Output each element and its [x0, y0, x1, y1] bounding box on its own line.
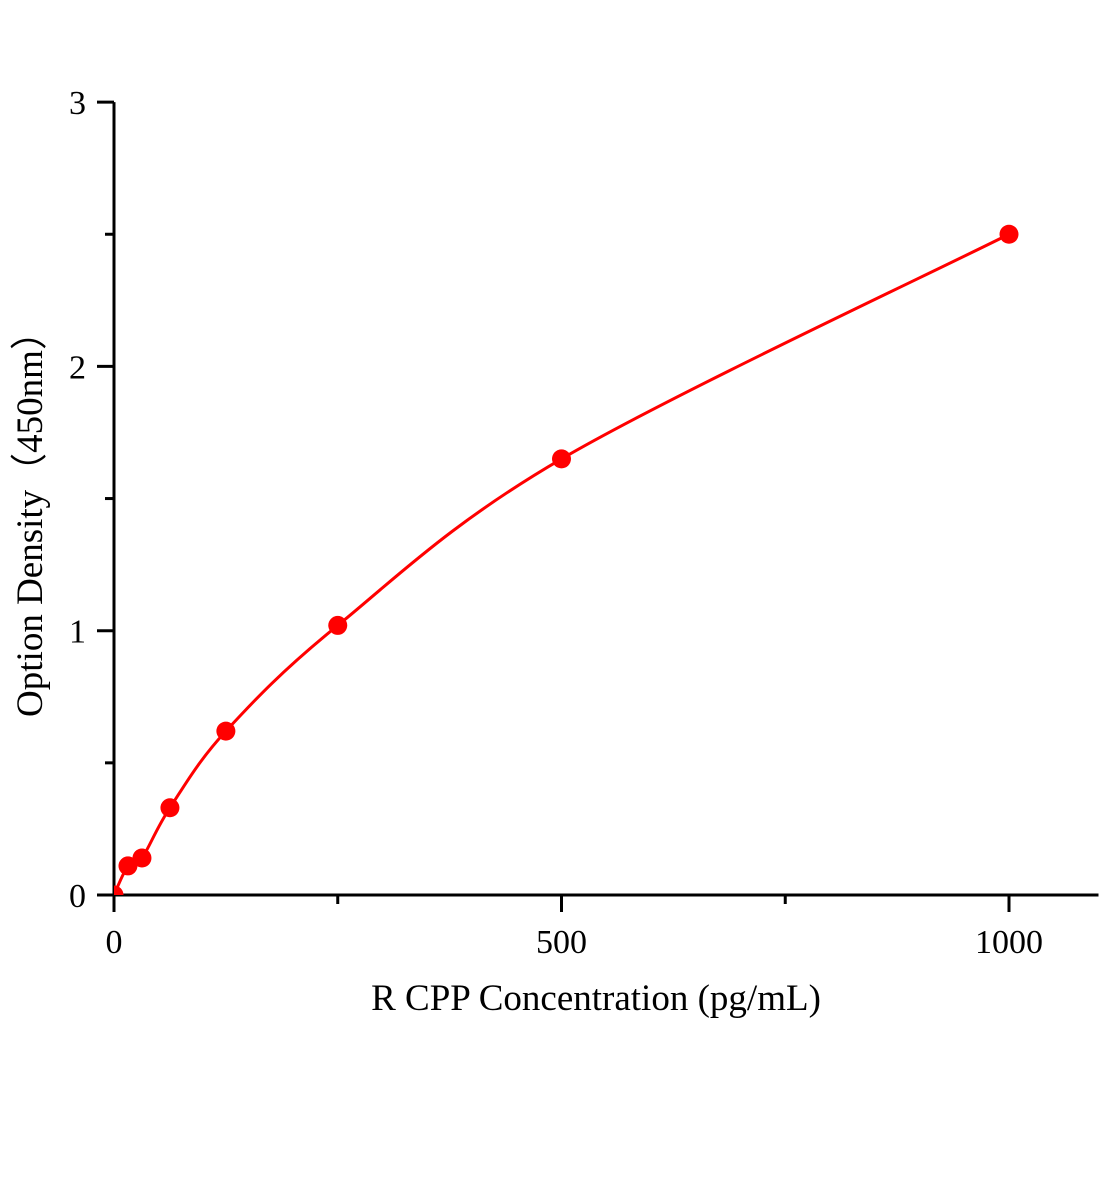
- y-axis-title: Option Density（450nm）: [10, 313, 51, 717]
- tick-labels: 0 500 1000 0 1 2 3: [69, 85, 1043, 961]
- data-point: [328, 615, 348, 635]
- x-tick-label: 500: [536, 924, 587, 961]
- data-point: [999, 224, 1019, 244]
- x-axis-title: R CPP Concentration (pg/mL): [371, 978, 821, 1019]
- y-tick-label: 1: [69, 614, 86, 651]
- data-point: [132, 848, 152, 868]
- series: [114, 224, 1019, 895]
- fit-curve: [114, 232, 1010, 895]
- y-tick-label: 2: [69, 349, 86, 386]
- y-tick-label: 3: [69, 85, 86, 122]
- data-point: [118, 856, 138, 876]
- x-tick-label: 1000: [975, 924, 1043, 961]
- axes: [97, 100, 1099, 912]
- data-point: [160, 798, 180, 818]
- data-point: [552, 449, 571, 469]
- x-tick-label: 0: [106, 924, 123, 961]
- y-tick-label: 0: [69, 878, 86, 915]
- data-point: [114, 885, 124, 895]
- data-point: [216, 721, 236, 741]
